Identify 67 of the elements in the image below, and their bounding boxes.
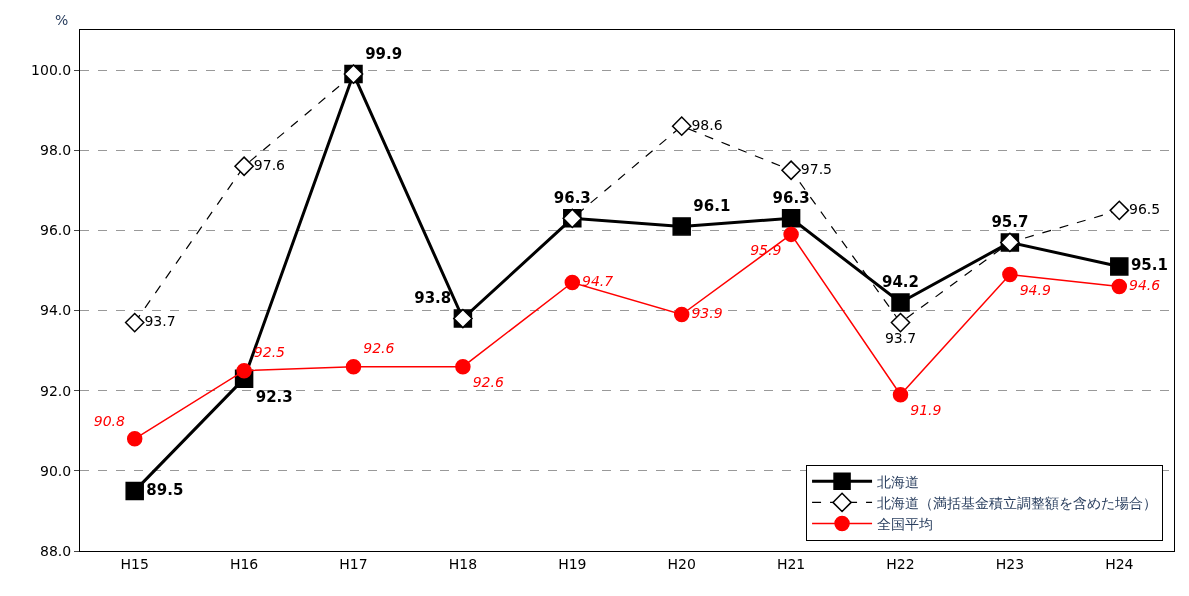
point <box>124 312 145 333</box>
x-tick-label: H18 <box>448 555 478 572</box>
point <box>234 156 254 177</box>
data-label: 92.6 <box>363 340 395 357</box>
data-label: 94.2 <box>881 273 920 292</box>
data-label: 96.1 <box>693 197 731 216</box>
point <box>671 116 692 137</box>
x-tick-label: H19 <box>558 555 587 572</box>
y-tick-label: 98.0 <box>40 142 72 159</box>
data-label: 92.3 <box>255 387 293 406</box>
data-label: 90.8 <box>93 412 126 429</box>
point <box>781 160 801 181</box>
data-label: 97.6 <box>253 156 286 173</box>
point <box>455 358 471 375</box>
point <box>1110 257 1129 276</box>
data-label: 94.6 <box>1129 276 1161 293</box>
x-tick-label: H16 <box>229 555 259 572</box>
x-tick-label: H21 <box>776 555 806 572</box>
x-tick-label: H17 <box>339 555 368 572</box>
point <box>890 312 911 333</box>
y-tick-label: 100.0 <box>31 61 72 78</box>
point <box>891 293 910 312</box>
data-label: 94.9 <box>1019 281 1051 298</box>
point <box>1002 266 1018 283</box>
data-label: 91.9 <box>910 401 942 418</box>
data-label: 95.1 <box>1130 256 1168 275</box>
point <box>672 217 691 236</box>
data-label: 93.7 <box>144 313 176 330</box>
data-label: 94.7 <box>582 272 614 289</box>
data-label: 96.3 <box>772 188 810 207</box>
data-label: 98.6 <box>691 116 723 133</box>
point <box>564 274 581 291</box>
point <box>1109 200 1130 221</box>
point <box>783 226 799 243</box>
data-label: 89.5 <box>146 480 184 499</box>
legend-label: 全国平均 <box>877 516 934 533</box>
point <box>892 386 909 403</box>
point <box>126 431 143 447</box>
x-tick-label: H15 <box>120 555 149 572</box>
point <box>781 209 801 228</box>
data-label: 92.6 <box>472 373 504 390</box>
y-axis-title: % <box>55 12 69 28</box>
legend-label: 北海道（満括基金積立調整額を含めた場合） <box>877 494 1158 511</box>
data-label: 97.5 <box>800 160 833 177</box>
data-label: 92.5 <box>253 344 286 361</box>
y-tick-label: 94.0 <box>40 302 72 319</box>
x-tick-label: H22 <box>886 555 915 572</box>
x-tick-label: H20 <box>667 555 696 572</box>
x-tick-label: H23 <box>995 555 1025 572</box>
point <box>345 358 362 375</box>
y-tick-label: 88.0 <box>40 542 72 559</box>
point <box>673 306 690 323</box>
legend-label: 北海道 <box>877 473 920 490</box>
data-label: 93.8 <box>414 289 452 308</box>
point <box>125 481 144 501</box>
data-label: 96.3 <box>553 188 591 207</box>
x-tick-label: H24 <box>1105 555 1134 572</box>
y-tick-label: 96.0 <box>40 222 72 239</box>
data-label: 96.5 <box>1129 200 1161 217</box>
data-label: 95.7 <box>991 213 1029 232</box>
data-label: 99.9 <box>365 44 403 63</box>
y-tick-label: 90.0 <box>40 462 72 479</box>
y-tick-label: 92.0 <box>40 382 72 399</box>
data-label: 93.7 <box>884 329 917 346</box>
point <box>1111 278 1128 295</box>
point <box>236 362 252 379</box>
data-label: 93.9 <box>691 305 723 322</box>
